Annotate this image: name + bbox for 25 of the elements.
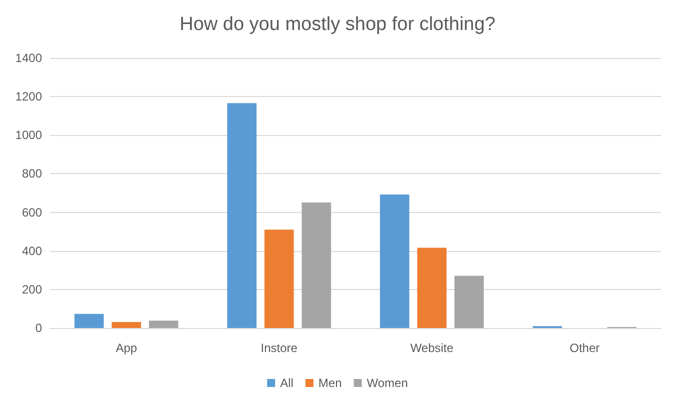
- bar: [74, 314, 104, 328]
- y-tick-label: 1000: [15, 128, 42, 142]
- y-tick-label: 0: [35, 321, 42, 335]
- x-tick-label: App: [116, 341, 138, 355]
- legend-label: Men: [318, 376, 342, 390]
- legend-label: All: [280, 376, 294, 390]
- bar: [112, 322, 142, 328]
- bar: [380, 194, 410, 328]
- chart-title: How do you mostly shop for clothing?: [180, 14, 496, 35]
- bar: [227, 103, 257, 328]
- x-tick-label: Other: [570, 341, 600, 355]
- legend-label: Women: [366, 376, 408, 390]
- y-tick-label: 200: [22, 282, 42, 296]
- x-tick-label: Website: [410, 341, 454, 355]
- bar: [302, 202, 332, 328]
- x-tick-label: Instore: [260, 341, 298, 355]
- bar: [148, 320, 178, 328]
- y-tick-label: 600: [22, 205, 42, 220]
- y-tick-label: 400: [22, 244, 42, 258]
- bar: [417, 248, 447, 328]
- y-tick-label: 800: [22, 166, 42, 181]
- bar: [264, 230, 294, 328]
- y-tick-label: 1400: [15, 51, 42, 65]
- bar: [454, 276, 484, 328]
- y-tick-label: 1200: [15, 90, 42, 104]
